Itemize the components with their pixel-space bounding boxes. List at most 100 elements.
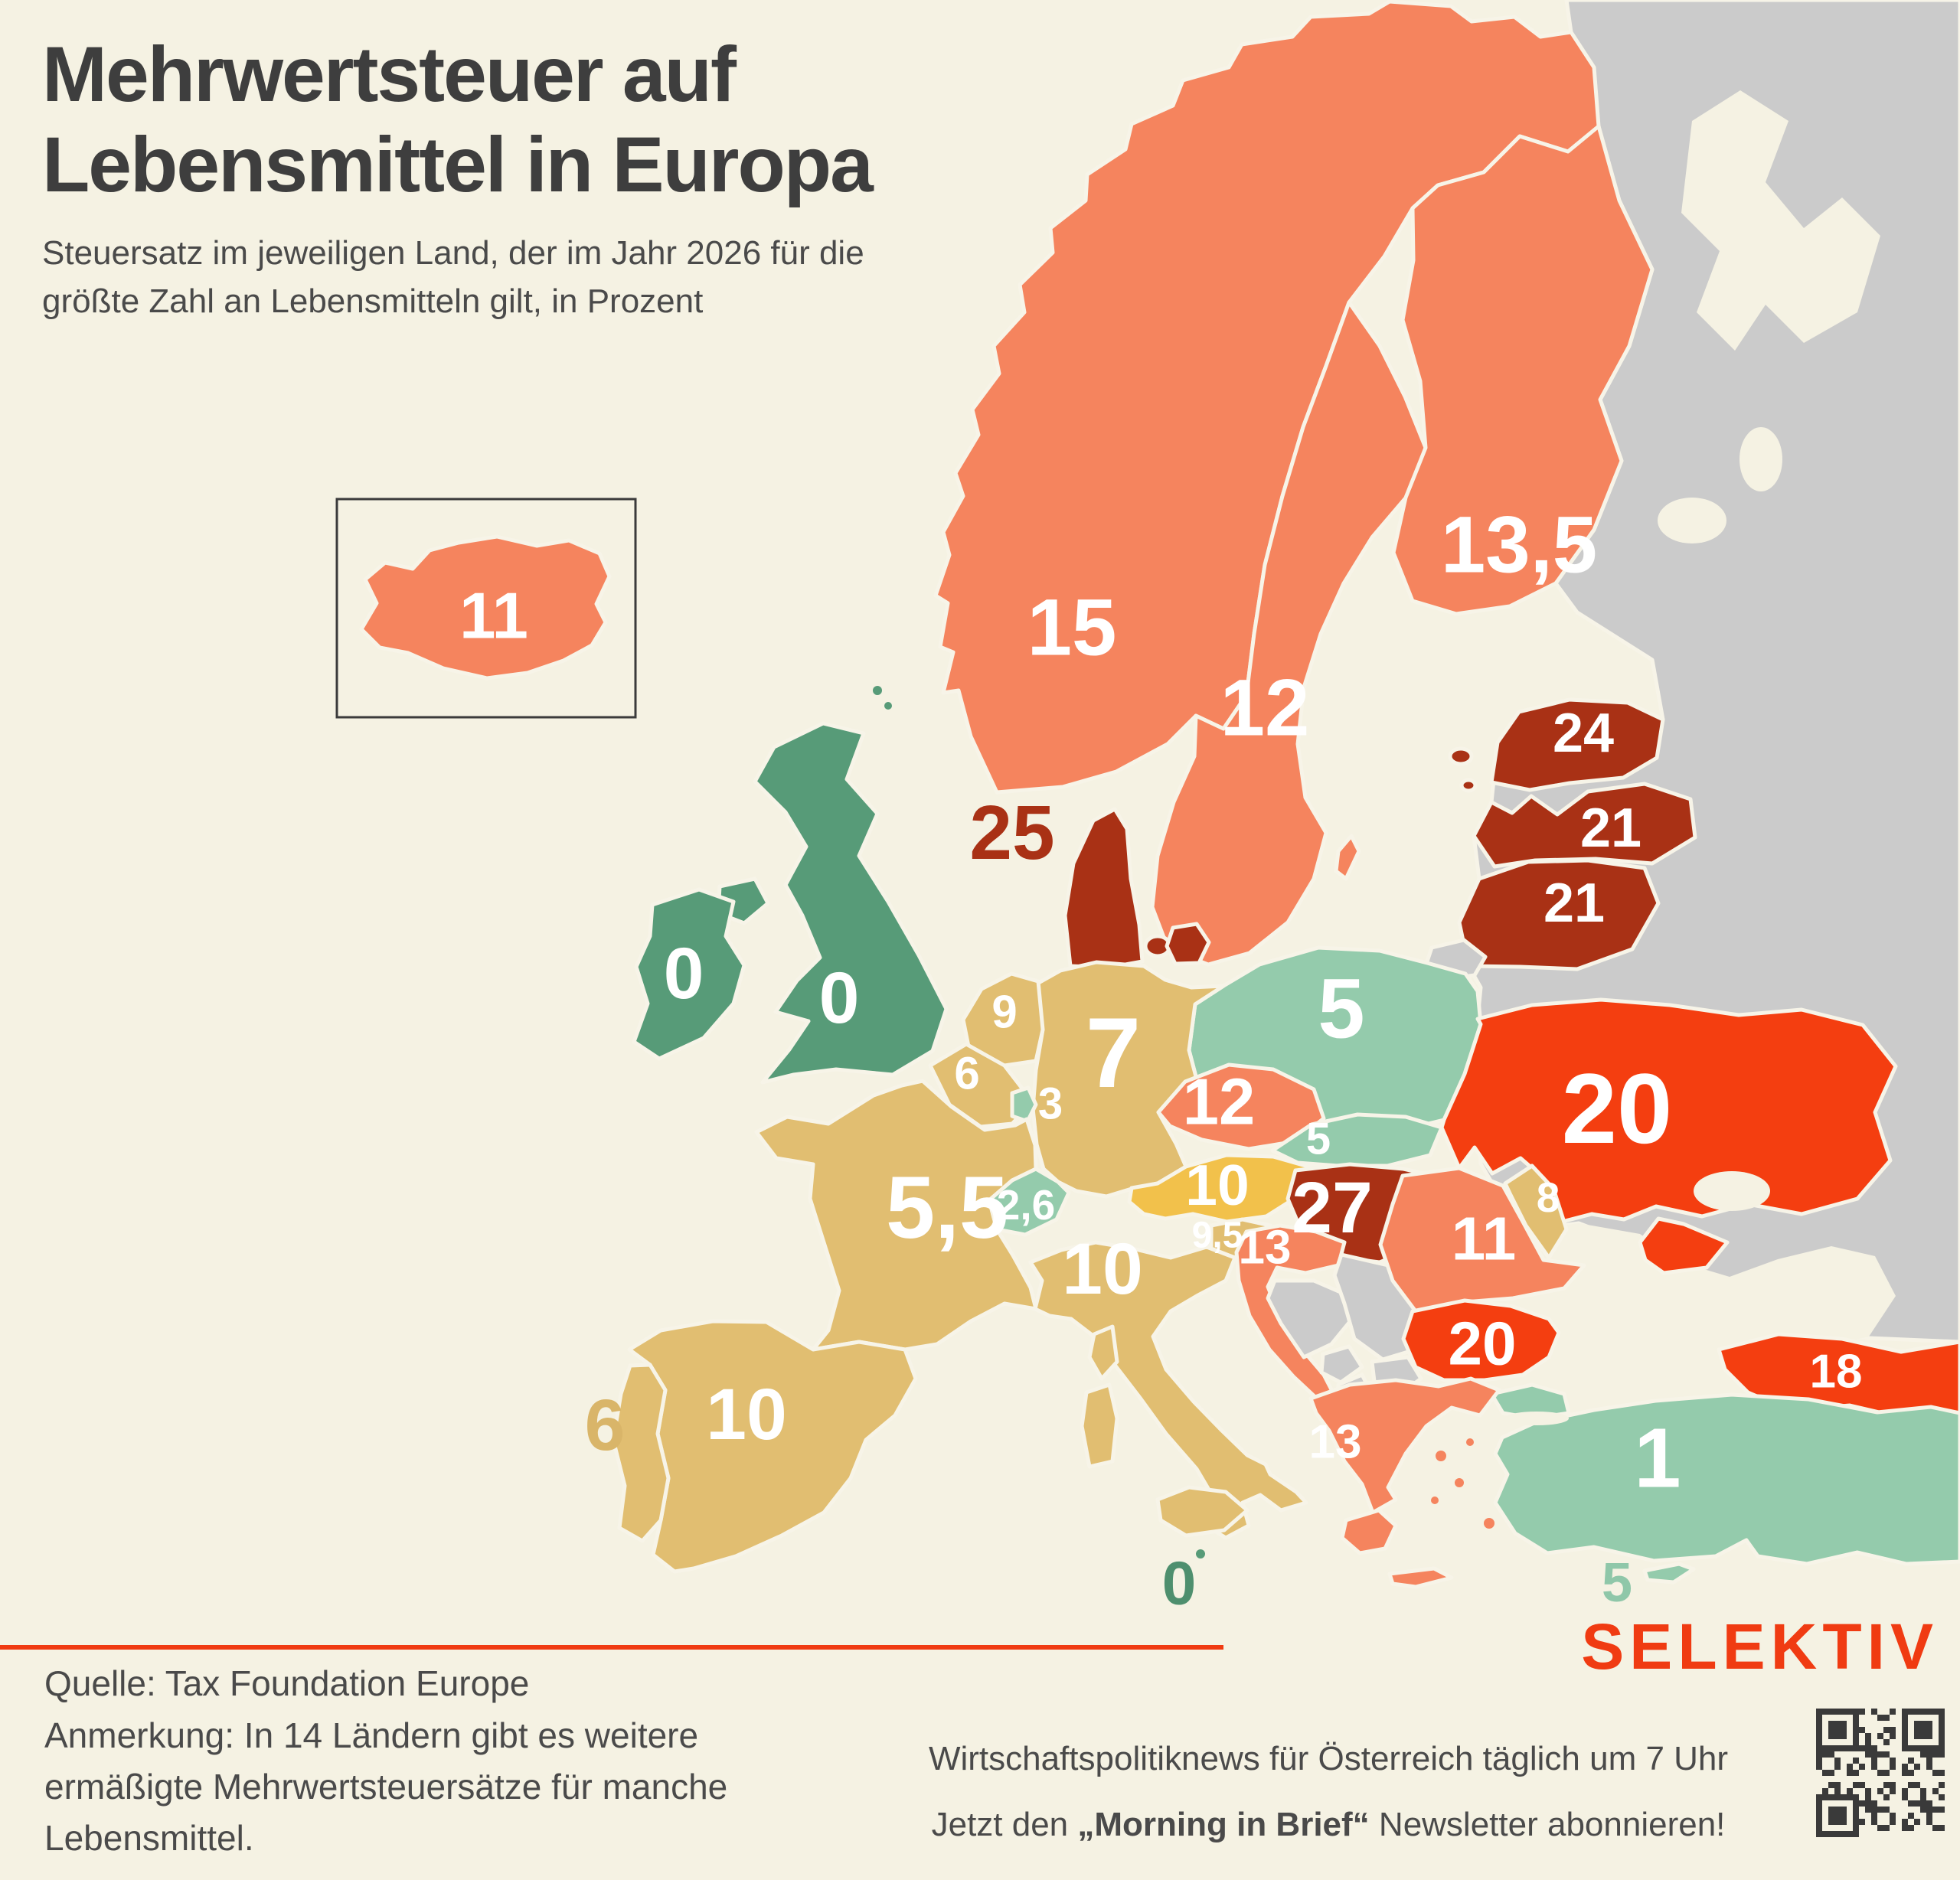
newsletter-line2: Jetzt den „Morning in Brief“ Newsletter … xyxy=(932,1806,1726,1843)
value-label-belgien: 6 xyxy=(954,1048,979,1099)
value-label-tschechien: 12 xyxy=(1183,1066,1256,1139)
island-malta xyxy=(1196,1549,1205,1559)
value-label-bulgarien: 20 xyxy=(1449,1310,1517,1378)
country-united-kingdom xyxy=(753,721,949,1085)
sea-of-azov xyxy=(1694,1171,1770,1211)
island-rhodes xyxy=(1484,1518,1494,1529)
island-shetland xyxy=(873,686,882,695)
value-label-moldau: 8 xyxy=(1537,1173,1560,1221)
white-sea xyxy=(1681,90,1880,351)
selektiv-logo: SELEKTIV xyxy=(1581,1611,1939,1683)
source-note: Quelle: Tax Foundation Europe xyxy=(44,1663,529,1703)
value-label-slowakei: 5 xyxy=(1306,1115,1331,1164)
country-portugal xyxy=(611,1363,671,1543)
country-estonia xyxy=(1489,697,1665,792)
value-label-ungarn: 27 xyxy=(1292,1167,1373,1248)
value-label-luxemburg: 3 xyxy=(1038,1079,1063,1129)
value-label-georgien: 18 xyxy=(1810,1346,1863,1399)
value-label-deutschland: 7 xyxy=(1086,997,1141,1108)
country-sweden xyxy=(1150,300,1428,967)
aegean-island xyxy=(1455,1478,1464,1487)
country-france xyxy=(754,1079,1038,1352)
lake-ladoga xyxy=(1658,498,1726,543)
value-label-estland: 24 xyxy=(1553,703,1614,764)
black-sea xyxy=(1495,1223,1896,1403)
country-iceland xyxy=(359,534,612,681)
island-menorca xyxy=(827,1409,842,1418)
value-label-finnland: 13,5 xyxy=(1441,501,1597,590)
iceland-inset-box xyxy=(335,498,637,719)
island-hiiumaa xyxy=(1459,778,1478,793)
value-label-malta: 0 xyxy=(1162,1549,1197,1617)
country-ireland xyxy=(632,887,746,1061)
value-label-daenemark: 25 xyxy=(969,790,1054,876)
island-shetland xyxy=(884,702,892,710)
value-label-ukraine: 20 xyxy=(1562,1053,1673,1164)
country-turkey xyxy=(1493,1392,1960,1566)
region-peloponnese xyxy=(1340,1508,1398,1555)
island-zealand xyxy=(1165,922,1211,966)
page-title-line2: Lebensmittel in Europa xyxy=(42,121,874,208)
country-czechia xyxy=(1156,1062,1326,1151)
aegean-island xyxy=(1431,1496,1439,1504)
sea-of-marmara xyxy=(1504,1412,1569,1425)
island-saaremaa xyxy=(1448,746,1474,766)
value-label-island: 11 xyxy=(459,580,528,653)
aegean-island xyxy=(1466,1438,1474,1446)
value-label-spanien: 10 xyxy=(706,1374,787,1455)
country-switzerland xyxy=(987,1167,1071,1237)
qr-code xyxy=(1810,1702,1951,1843)
region-montenegro xyxy=(1319,1344,1364,1385)
region-turkey-thrace xyxy=(1489,1382,1571,1421)
country-netherlands xyxy=(961,971,1045,1068)
country-italy xyxy=(1028,1240,1308,1540)
value-label-polen: 5 xyxy=(1318,962,1364,1056)
annotation-line1: Anmerkung: In 14 Ländern gibt es weitere xyxy=(44,1715,698,1755)
aegean-island xyxy=(1436,1451,1446,1461)
value-label-schweden: 12 xyxy=(1220,664,1310,753)
country-moldova xyxy=(1503,1164,1569,1260)
annotation-line3: Lebensmittel. xyxy=(44,1818,254,1858)
value-label-italien: 10 xyxy=(1062,1229,1143,1310)
value-label-irland: 0 xyxy=(664,933,704,1014)
region-bosnia xyxy=(1266,1278,1354,1359)
country-lithuania xyxy=(1457,858,1661,971)
value-label-tuerkei: 1 xyxy=(1634,1412,1681,1506)
country-latvia xyxy=(1472,782,1697,869)
island-corsica xyxy=(1087,1324,1119,1381)
region-crimea xyxy=(1638,1216,1730,1275)
value-label-litauen: 21 xyxy=(1544,873,1605,934)
page-title-line1: Mehrwertsteuer auf xyxy=(42,31,737,118)
country-cyprus xyxy=(1642,1562,1696,1585)
country-greece xyxy=(1308,1376,1501,1515)
island-crete xyxy=(1387,1566,1454,1589)
value-label-rumaenien: 11 xyxy=(1452,1205,1517,1273)
value-label-slowenien: 9,5 xyxy=(1192,1216,1243,1256)
lake-onega xyxy=(1740,427,1782,491)
value-label-oesterreich: 10 xyxy=(1185,1153,1249,1217)
country-slovakia xyxy=(1270,1112,1444,1168)
country-bulgaria xyxy=(1401,1298,1561,1382)
newsletter-line1: Wirtschaftspolitiknews für Österreich tä… xyxy=(929,1740,1728,1777)
value-label-portugal: 6 xyxy=(585,1385,626,1466)
page-subtitle-line2: größte Zahl an Lebensmitteln gilt, in Pr… xyxy=(42,282,703,320)
country-finland xyxy=(1391,124,1655,616)
value-label-zypern: 5 xyxy=(1602,1552,1632,1614)
country-romania xyxy=(1378,1166,1586,1314)
island-sardinia xyxy=(1080,1382,1119,1469)
country-luxembourg xyxy=(1010,1085,1038,1124)
value-label-uk: 0 xyxy=(819,958,860,1039)
island-mallorca xyxy=(788,1414,812,1426)
country-ukraine xyxy=(1439,997,1898,1226)
value-label-griechenland: 13 xyxy=(1309,1416,1362,1469)
value-label-niederlande: 9 xyxy=(991,987,1017,1038)
value-label-lettland: 21 xyxy=(1580,798,1642,859)
island-sicily xyxy=(1155,1485,1250,1538)
value-label-norwegen: 15 xyxy=(1027,583,1117,673)
value-label-kroatien: 13 xyxy=(1239,1222,1292,1275)
annotation-line2: ermäßigte Mehrwertsteuersätze für manche xyxy=(44,1767,727,1807)
island-gotland xyxy=(1334,834,1361,881)
page-subtitle-line1: Steuersatz im jeweiligen Land, der im Ja… xyxy=(42,234,864,272)
value-label-schweiz: 2,6 xyxy=(997,1181,1055,1229)
